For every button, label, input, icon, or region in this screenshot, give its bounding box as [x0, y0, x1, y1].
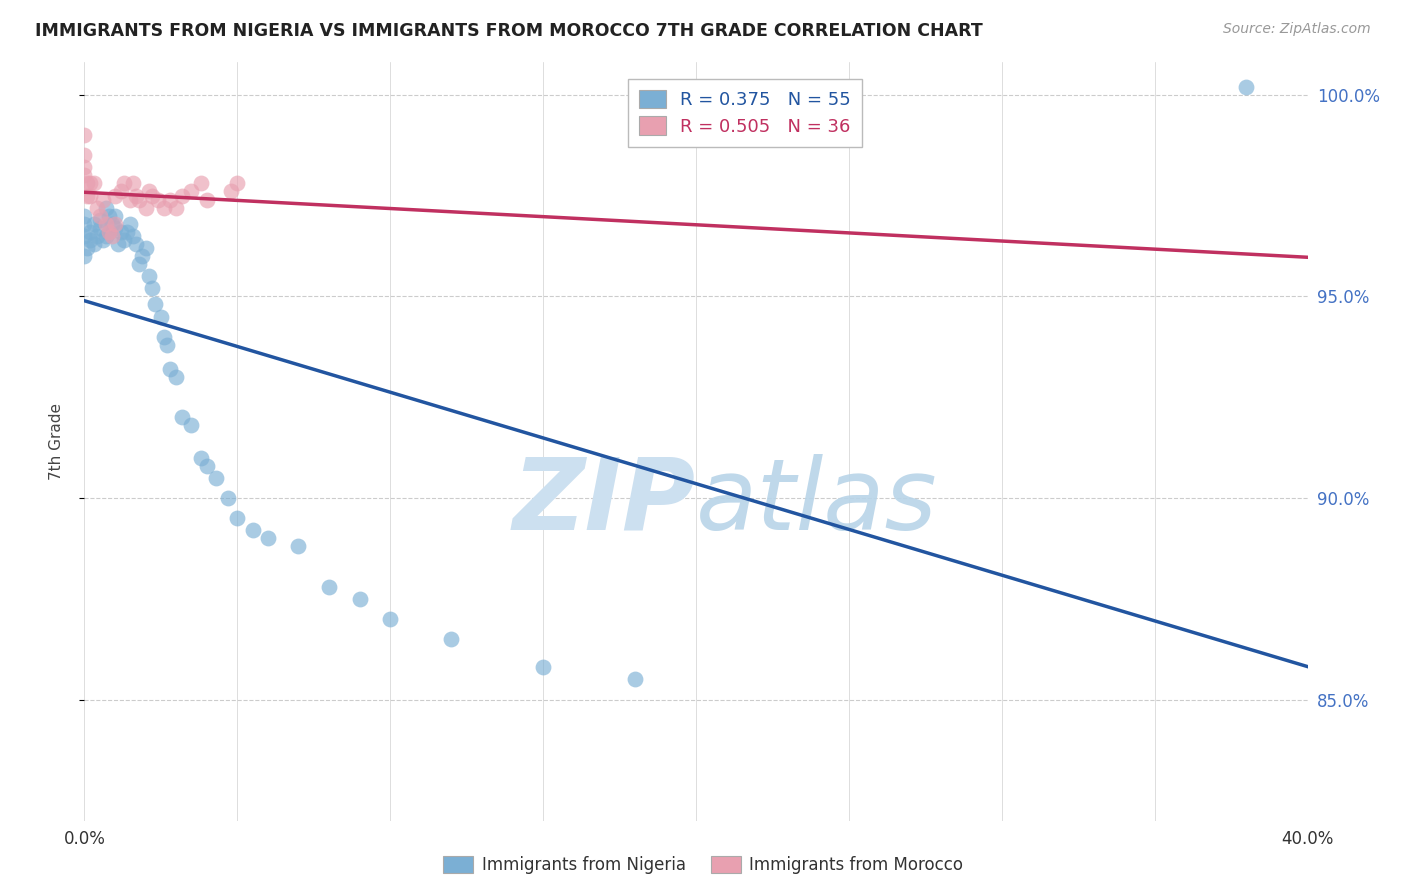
Text: atlas: atlas	[696, 454, 938, 550]
Point	[149, 310, 172, 324]
Point	[122, 177, 145, 191]
Point	[195, 458, 218, 473]
Text: IMMIGRANTS FROM NIGERIA VS IMMIGRANTS FROM MOROCCO 7TH GRADE CORRELATION CHART: IMMIGRANTS FROM NIGERIA VS IMMIGRANTS FR…	[35, 22, 983, 40]
Point	[104, 217, 127, 231]
Point	[165, 201, 187, 215]
Point	[79, 177, 101, 191]
Point	[287, 540, 309, 554]
Point	[79, 225, 101, 239]
Point	[349, 591, 371, 606]
Point	[112, 177, 135, 191]
Point	[159, 193, 181, 207]
Point	[141, 281, 163, 295]
Point	[73, 148, 96, 162]
Point	[73, 228, 96, 243]
Point	[226, 511, 249, 525]
Point	[128, 257, 150, 271]
Point	[128, 193, 150, 207]
Point	[104, 209, 127, 223]
Point	[172, 410, 194, 425]
Y-axis label: 7th Grade: 7th Grade	[49, 403, 63, 480]
Point	[138, 269, 160, 284]
Point	[195, 193, 218, 207]
Point	[138, 185, 160, 199]
Point	[76, 188, 98, 202]
Point	[531, 660, 554, 674]
Point	[156, 337, 179, 351]
Point	[135, 201, 157, 215]
Point	[115, 225, 138, 239]
Point	[141, 188, 163, 202]
Point	[73, 209, 96, 223]
Point	[205, 471, 228, 485]
Point	[110, 185, 132, 199]
Point	[97, 225, 120, 239]
Point	[190, 450, 212, 465]
Point	[91, 193, 114, 207]
Point	[120, 193, 142, 207]
Point	[94, 217, 117, 231]
Text: ZIP: ZIP	[513, 454, 696, 550]
Point	[112, 233, 135, 247]
Point	[143, 297, 166, 311]
Point	[83, 217, 105, 231]
Point	[101, 217, 124, 231]
Text: Source: ZipAtlas.com: Source: ZipAtlas.com	[1223, 22, 1371, 37]
Point	[226, 177, 249, 191]
Point	[257, 532, 280, 546]
Point	[242, 523, 264, 537]
Point	[153, 329, 176, 343]
Point	[94, 201, 117, 215]
Point	[73, 128, 96, 142]
Point	[440, 632, 463, 647]
Point	[86, 228, 108, 243]
Point	[318, 580, 340, 594]
Point	[73, 217, 96, 231]
Point	[107, 236, 129, 251]
Point	[86, 201, 108, 215]
Point	[180, 185, 202, 199]
Legend: R = 0.375   N = 55, R = 0.505   N = 36: R = 0.375 N = 55, R = 0.505 N = 36	[628, 79, 862, 146]
Point	[125, 188, 148, 202]
Point	[165, 370, 187, 384]
Point	[76, 241, 98, 255]
Point	[79, 188, 101, 202]
Point	[97, 225, 120, 239]
Point	[380, 612, 402, 626]
Point	[120, 217, 142, 231]
Point	[122, 228, 145, 243]
Point	[219, 185, 242, 199]
Point	[125, 236, 148, 251]
Point	[624, 673, 647, 687]
Point	[153, 201, 176, 215]
Point	[73, 161, 96, 175]
Point	[89, 209, 111, 223]
Point	[83, 177, 105, 191]
Point	[89, 220, 111, 235]
Point	[146, 193, 169, 207]
Point	[190, 177, 212, 191]
Point	[89, 212, 111, 227]
Legend: Immigrants from Nigeria, Immigrants from Morocco: Immigrants from Nigeria, Immigrants from…	[436, 849, 970, 881]
Point	[73, 169, 96, 183]
Point	[1236, 79, 1258, 94]
Point	[94, 228, 117, 243]
Point	[79, 233, 101, 247]
Point	[76, 177, 98, 191]
Point	[159, 362, 181, 376]
Point	[97, 209, 120, 223]
Point	[101, 228, 124, 243]
Point	[110, 225, 132, 239]
Point	[83, 236, 105, 251]
Point	[217, 491, 239, 505]
Point	[135, 241, 157, 255]
Point	[172, 188, 194, 202]
Point	[73, 249, 96, 263]
Point	[91, 233, 114, 247]
Point	[180, 418, 202, 433]
Point	[104, 220, 127, 235]
Point	[104, 188, 127, 202]
Point	[131, 249, 153, 263]
